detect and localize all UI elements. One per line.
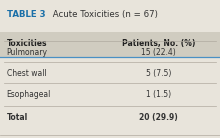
Text: Chest wall: Chest wall: [7, 69, 46, 78]
Text: Patients, No. (%): Patients, No. (%): [122, 39, 195, 48]
Text: Pulmonary: Pulmonary: [7, 48, 48, 57]
Text: 20 (29.9): 20 (29.9): [139, 113, 178, 122]
Text: Toxicities: Toxicities: [7, 39, 47, 48]
Text: Total: Total: [7, 113, 28, 122]
Text: Esophageal: Esophageal: [7, 90, 51, 99]
Bar: [0, 32, 220, 57]
Text: TABLE 3: TABLE 3: [7, 10, 45, 19]
Text: 1 (1.5): 1 (1.5): [146, 90, 171, 99]
Text: 5 (7.5): 5 (7.5): [146, 69, 171, 78]
Text: Acute Toxicities (n = 67): Acute Toxicities (n = 67): [50, 10, 157, 19]
Text: 15 (22.4): 15 (22.4): [141, 48, 176, 57]
